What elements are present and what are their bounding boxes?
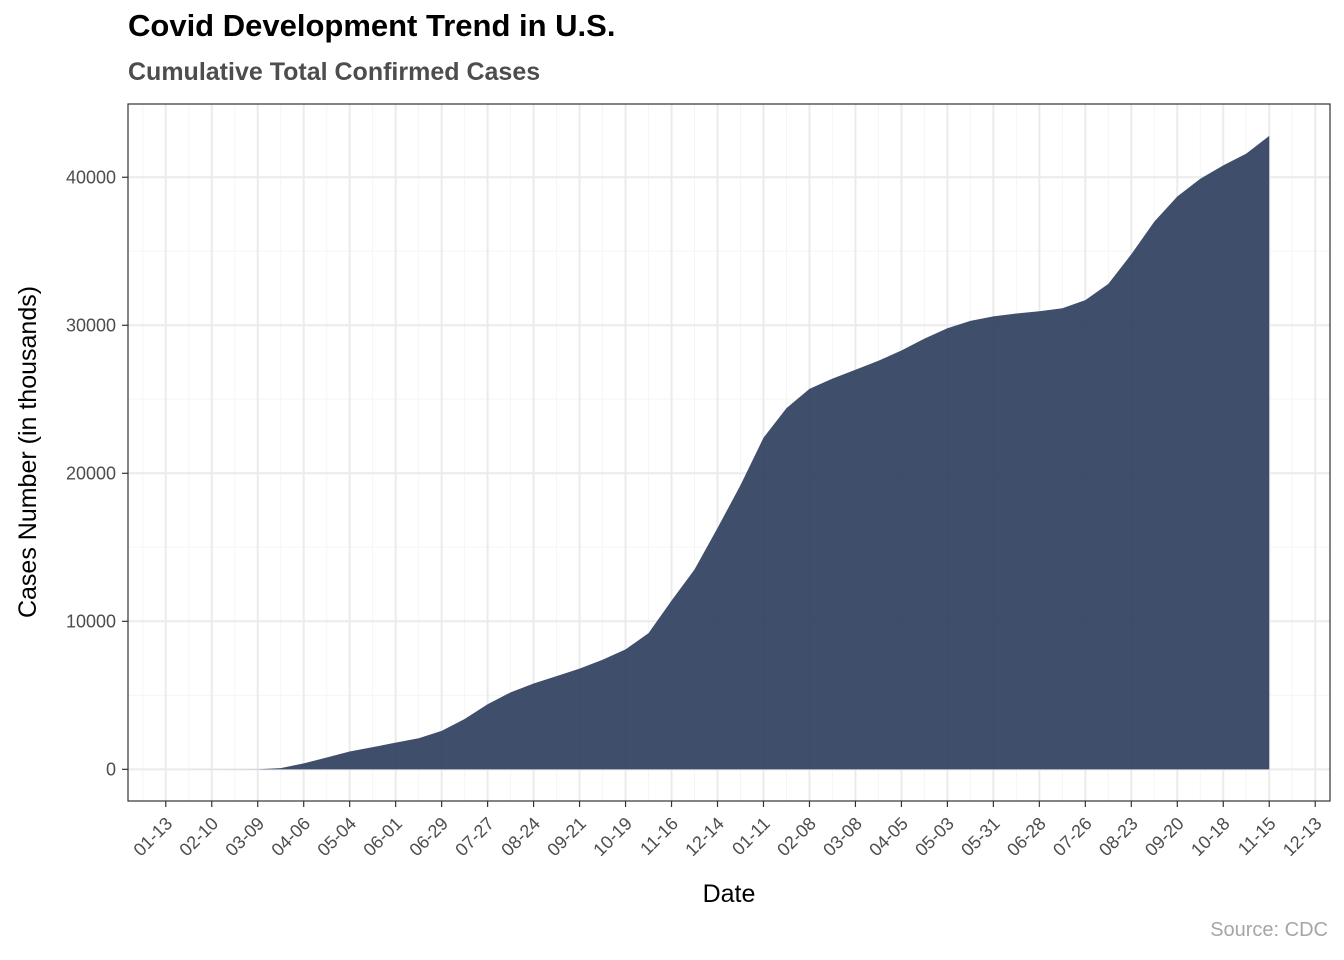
x-tick-label: 06-01	[359, 813, 406, 860]
x-tick-label: 04-06	[267, 813, 314, 860]
y-tick-label: 0	[106, 759, 116, 779]
x-tick-label: 06-29	[405, 813, 452, 860]
x-tick-label: 11-16	[636, 813, 682, 859]
x-tick-label: 04-05	[865, 813, 912, 860]
x-tick-label: 10-19	[589, 813, 636, 860]
chart-title: Covid Development Trend in U.S.	[128, 8, 616, 43]
x-tick-label: 07-27	[451, 813, 498, 860]
y-axis: 0 10000 20000 30000 40000	[66, 167, 128, 779]
x-tick-label: 01-13	[130, 813, 177, 860]
y-tick-label: 30000	[66, 315, 116, 335]
cases-area	[180, 135, 1270, 770]
x-tick-label: 03-08	[819, 813, 866, 860]
y-tick-label: 20000	[66, 463, 116, 483]
x-tick-label: 05-04	[313, 813, 360, 860]
x-tick-label: 08-24	[497, 813, 544, 860]
x-tick-label: 06-28	[1003, 813, 1050, 860]
x-tick-label: 11-15	[1234, 813, 1280, 859]
x-axis: 01-13 02-10 03-09 04-06 05-04 06-01 06-29 07-27…	[130, 801, 1326, 860]
x-tick-label: 10-18	[1187, 813, 1234, 860]
y-axis-title: Cases Number (in thousands)	[14, 286, 42, 618]
x-tick-label: 05-03	[911, 813, 958, 860]
x-tick-label: 12-14	[681, 813, 728, 860]
y-tick-label: 10000	[66, 611, 116, 631]
x-tick-label: 09-21	[543, 813, 590, 860]
y-tick-label: 40000	[66, 167, 116, 187]
x-tick-label: 05-31	[957, 813, 1004, 860]
x-tick-label: 02-08	[773, 813, 820, 860]
x-tick-label: 12-13	[1279, 813, 1326, 860]
plot-panel-border	[127, 103, 1331, 802]
x-tick-label: 07-26	[1049, 813, 1096, 860]
x-tick-label: 03-09	[221, 813, 268, 860]
x-tick-label: 02-10	[176, 813, 223, 860]
chart-caption: Source: CDC	[1210, 919, 1328, 941]
x-tick-label: 08-23	[1095, 813, 1142, 860]
x-tick-label: 01-11	[728, 813, 774, 859]
chart-subtitle: Cumulative Total Confirmed Cases	[128, 58, 541, 86]
x-tick-label: 09-20	[1141, 813, 1188, 860]
x-axis-title: Date	[703, 880, 756, 908]
